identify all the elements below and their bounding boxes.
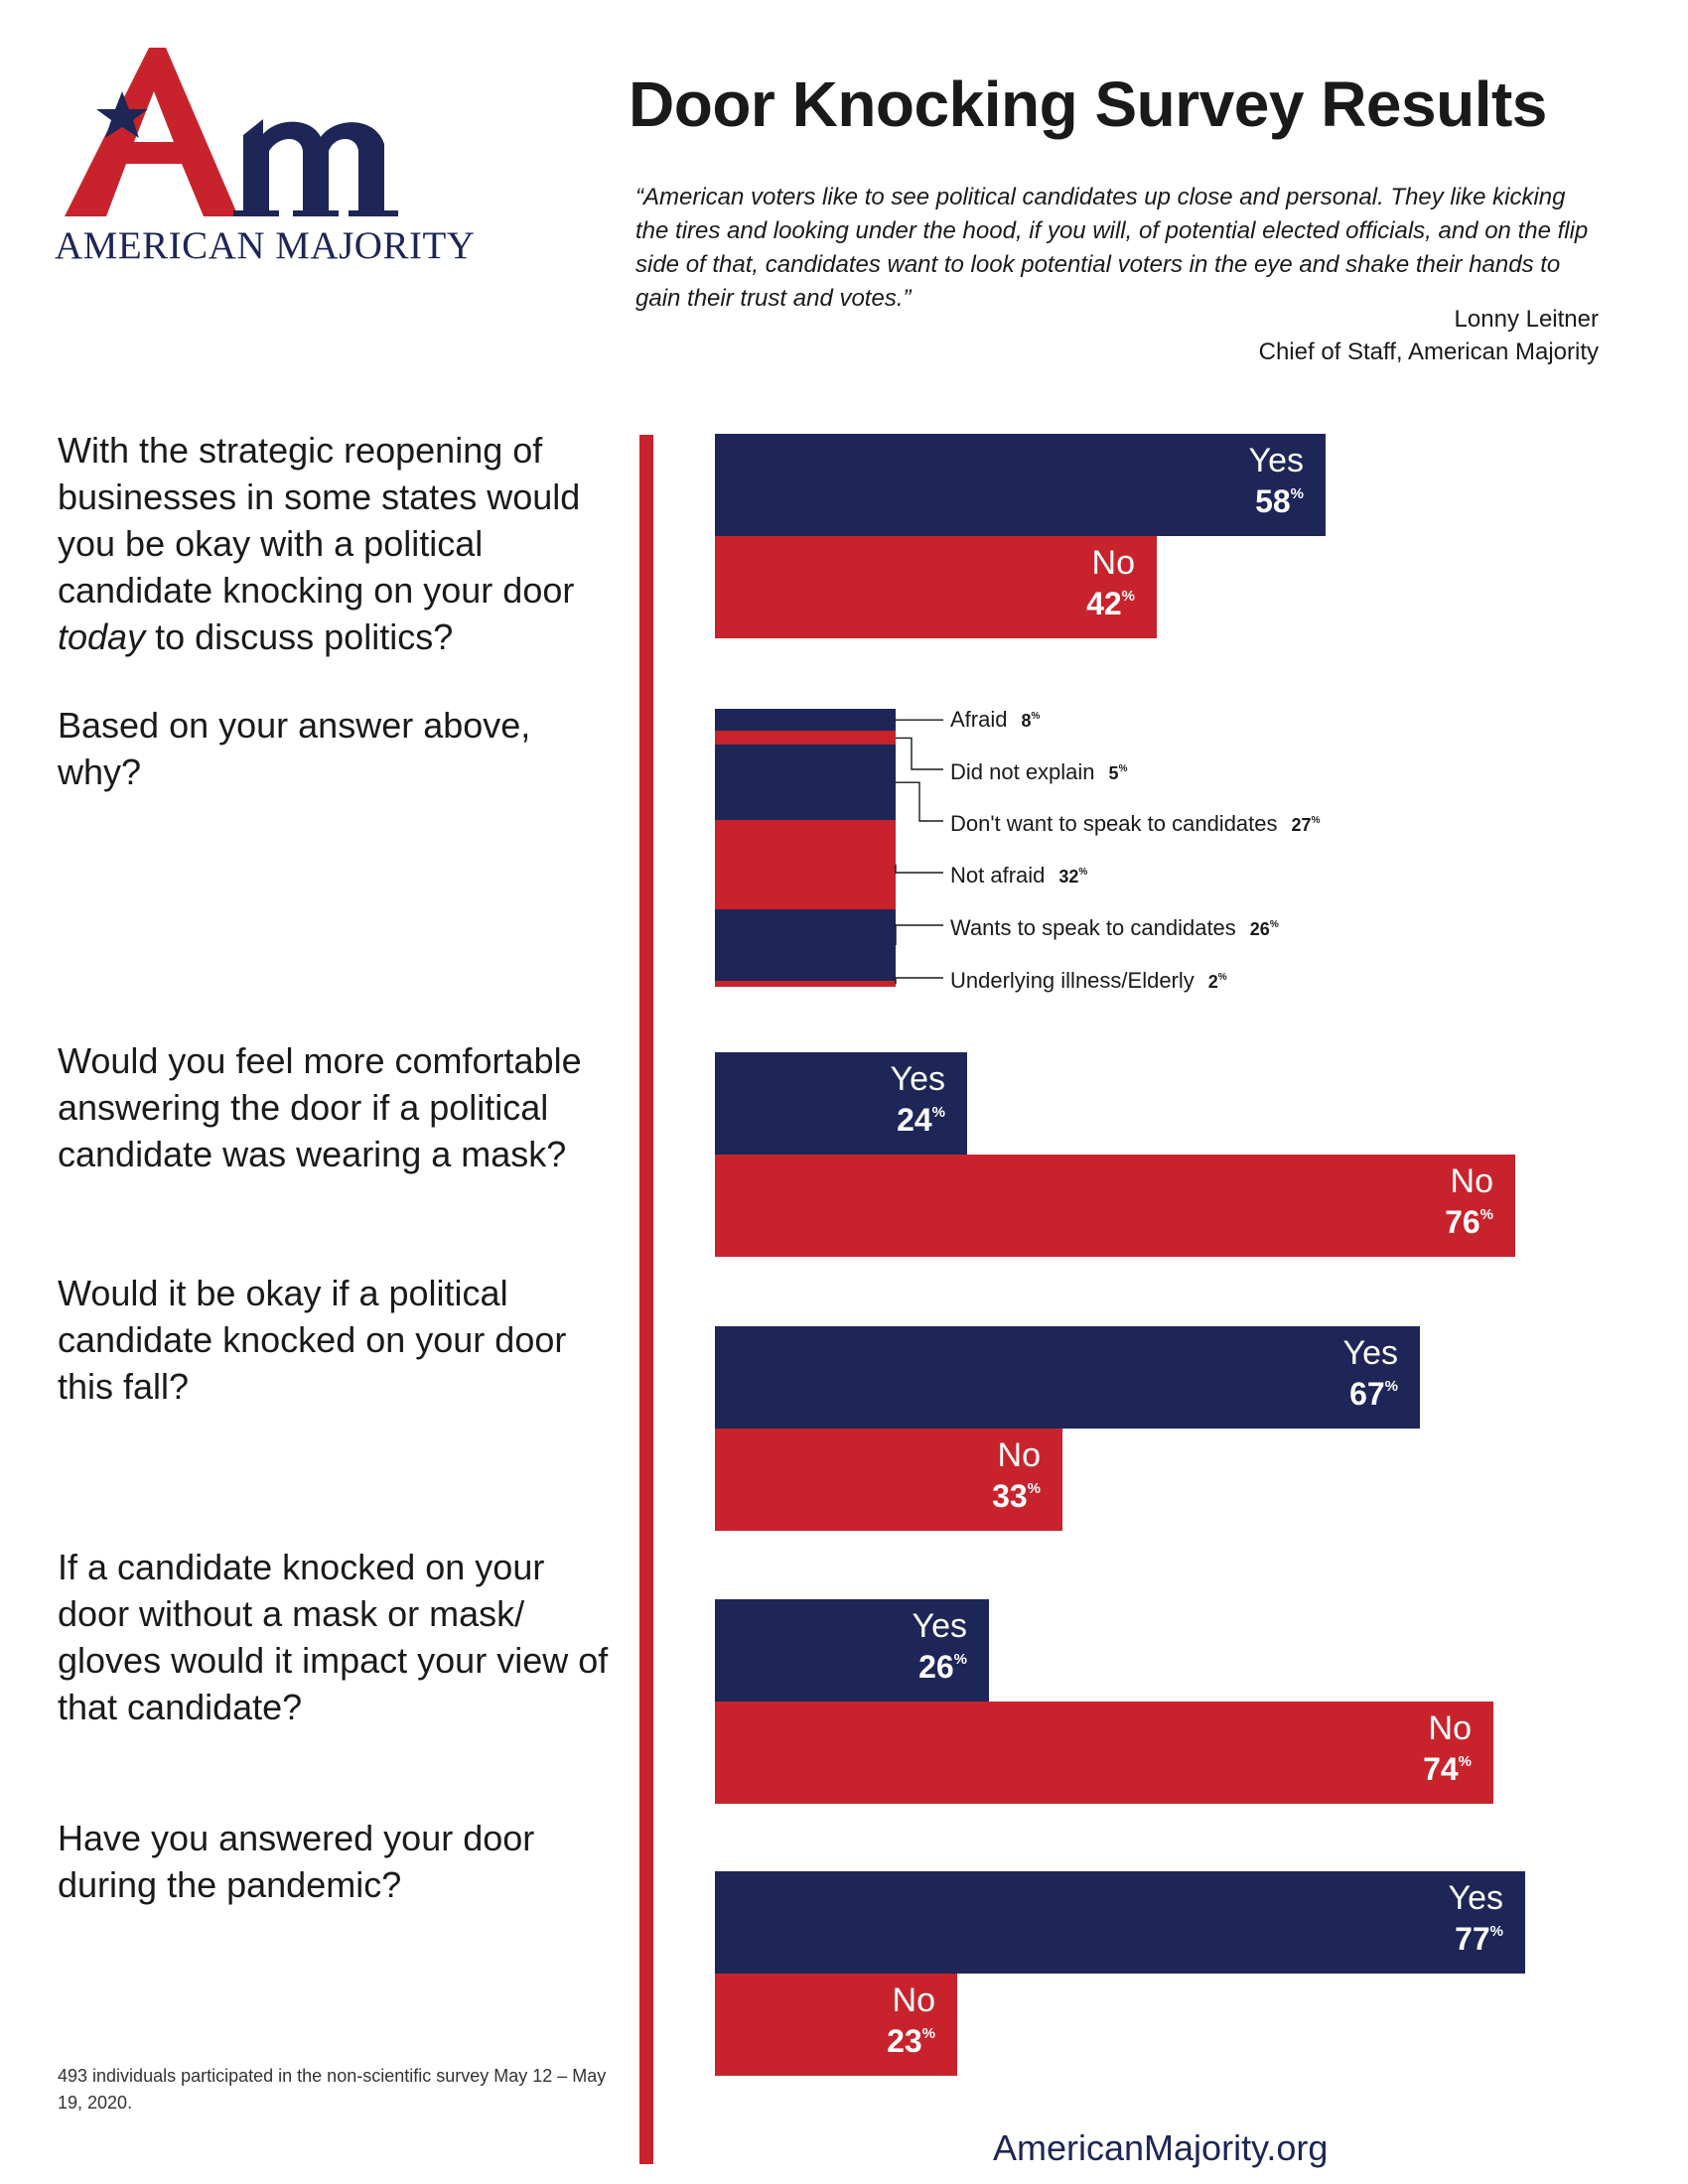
chart5-value-yes: 26% bbox=[918, 1649, 967, 1685]
reason-label-1: Afraid 8% bbox=[950, 704, 1040, 734]
quote-attribution-name: Lonny Leitner bbox=[1454, 306, 1599, 333]
reason-name-5: Wants to speak to candidates bbox=[950, 915, 1236, 940]
quote-attribution-role: Chief of Staff, American Majority bbox=[1258, 339, 1599, 365]
chart5-label-no: No bbox=[1428, 1709, 1472, 1747]
reason-name-3: Don't want to speak to candidates bbox=[950, 811, 1278, 836]
page-title: Door Knocking Survey Results bbox=[629, 68, 1547, 140]
reason-value-1: 8% bbox=[1021, 711, 1041, 731]
chart3-bar-yes: Yes 24% bbox=[715, 1052, 967, 1155]
chart6-bar-yes: Yes 77% bbox=[715, 1871, 1525, 1974]
chart4-bar-yes: Yes 67% bbox=[715, 1326, 1420, 1429]
chart5-label-yes: Yes bbox=[912, 1607, 967, 1645]
chart1-bar-no: No 42% bbox=[715, 536, 1157, 638]
chart6-value-yes: 77% bbox=[1455, 1921, 1503, 1957]
chart1-value-yes: 58% bbox=[1255, 483, 1304, 519]
chart6-bar-no: No 23% bbox=[715, 1974, 957, 2076]
reason-label-2: Did not explain 5% bbox=[950, 756, 1127, 786]
chart1-bar-yes: Yes 58% bbox=[715, 434, 1326, 536]
chart6-label-yes: Yes bbox=[1448, 1879, 1503, 1917]
reason-value-5: 26% bbox=[1249, 919, 1279, 939]
reason-label-4: Not afraid 32% bbox=[950, 860, 1087, 889]
question-2: Based on your answer above, why? bbox=[58, 705, 531, 792]
reason-name-4: Not afraid bbox=[950, 863, 1046, 887]
american-majority-logo: AMERICAN MAJORITY bbox=[55, 40, 531, 278]
chart3-bar-no: No 76% bbox=[715, 1155, 1515, 1257]
chart5-value-no: 74% bbox=[1423, 1751, 1472, 1787]
quote: “American voters like to see political c… bbox=[635, 184, 1589, 312]
reason-leader-line-5 bbox=[895, 924, 943, 945]
reason-segment-2 bbox=[715, 731, 896, 746]
reason-name-6: Underlying illness/Elderly bbox=[950, 968, 1195, 993]
chart1-label-yes: Yes bbox=[1248, 442, 1304, 479]
survey-footnote: 493 individuals participated in the non-… bbox=[58, 2066, 607, 2113]
chart3-label-yes: Yes bbox=[890, 1060, 945, 1098]
question-3: Would you feel more comfortable answerin… bbox=[58, 1040, 582, 1174]
am-monogram bbox=[65, 48, 398, 216]
reason-value-2: 5% bbox=[1108, 763, 1128, 783]
reason-leader-line-6 bbox=[895, 977, 943, 985]
reason-value-6: 2% bbox=[1207, 972, 1227, 992]
chart3-value-yes: 24% bbox=[897, 1102, 945, 1138]
chart4-bar-no: No 33% bbox=[715, 1429, 1062, 1531]
chart1-value-no: 42% bbox=[1086, 586, 1135, 621]
reason-segment-5 bbox=[715, 908, 896, 982]
question-5: If a candidate knocked on your door with… bbox=[58, 1547, 609, 1727]
chart3-label-no: No bbox=[1450, 1162, 1493, 1200]
reason-segment-3 bbox=[715, 745, 896, 820]
chart5-bar-no: No 74% bbox=[715, 1702, 1493, 1804]
reasons-stacked-bar bbox=[715, 709, 896, 987]
reason-segment-6 bbox=[715, 981, 896, 987]
reason-name-1: Afraid bbox=[950, 707, 1008, 732]
reason-value-4: 32% bbox=[1058, 867, 1088, 887]
chart4-value-no: 33% bbox=[992, 1478, 1041, 1514]
website-link[interactable]: AmericanMajority.org bbox=[993, 2127, 1329, 2168]
reason-value-3: 27% bbox=[1291, 815, 1321, 835]
chart4-value-yes: 67% bbox=[1349, 1376, 1398, 1412]
question-4: Would it be okay if a political candidat… bbox=[58, 1273, 567, 1407]
chart6-label-no: No bbox=[892, 1981, 935, 2019]
reason-label-3: Don't want to speak to candidates 27% bbox=[950, 808, 1320, 838]
chart3-value-no: 76% bbox=[1445, 1204, 1493, 1240]
logo-wordmark: AMERICAN MAJORITY bbox=[55, 224, 476, 267]
chart6-value-no: 23% bbox=[887, 2023, 935, 2059]
reason-leader-line-2 bbox=[896, 737, 943, 770]
chart4-label-yes: Yes bbox=[1342, 1334, 1398, 1372]
question-6: Have you answered your door during the p… bbox=[58, 1818, 535, 1905]
reason-name-2: Did not explain bbox=[950, 759, 1095, 784]
question-1-text: With the strategic reopening of business… bbox=[58, 430, 581, 657]
vertical-divider bbox=[639, 435, 653, 2164]
reason-label-6: Underlying illness/Elderly 2% bbox=[950, 965, 1227, 995]
reason-segment-4 bbox=[715, 820, 896, 909]
chart1-label-no: No bbox=[1091, 544, 1135, 582]
chart5-bar-yes: Yes 26% bbox=[715, 1599, 989, 1702]
reason-leader-line-4 bbox=[895, 864, 943, 874]
reason-leader-line-3 bbox=[896, 781, 943, 822]
question-1: With the strategic reopening of business… bbox=[58, 427, 624, 660]
reason-segment-1 bbox=[715, 709, 896, 732]
chart4-label-no: No bbox=[997, 1436, 1041, 1474]
reason-label-5: Wants to speak to candidates 26% bbox=[950, 912, 1279, 942]
